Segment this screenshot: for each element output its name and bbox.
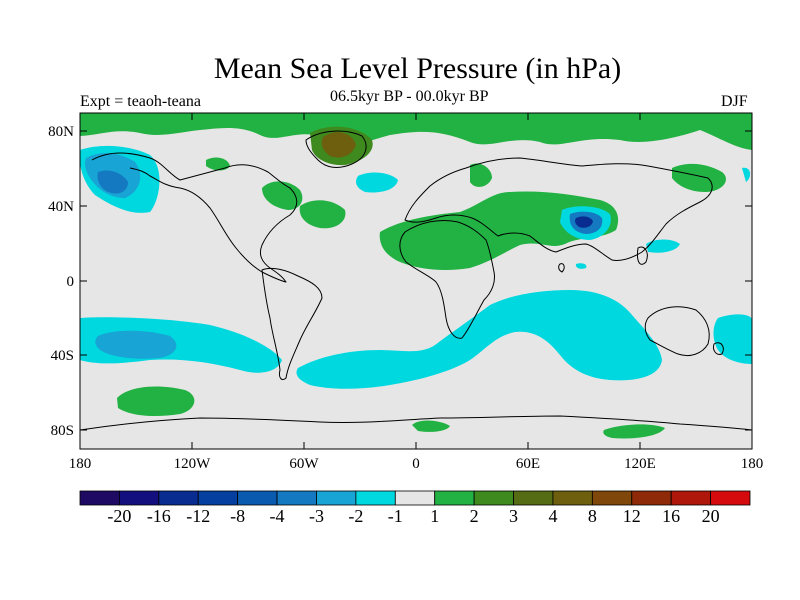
coastlines <box>80 130 752 431</box>
lat-label: 0 <box>67 274 75 290</box>
colorbar-label: 2 <box>469 506 479 526</box>
colorbar-label: -8 <box>230 506 246 526</box>
period-label: 06.5kyr BP - 00.0kyr BP <box>330 88 489 105</box>
map-background <box>80 113 752 449</box>
colorbar-label: 3 <box>509 506 519 526</box>
colorbar-swatch <box>513 490 554 506</box>
colorbar-swatch <box>237 490 278 506</box>
colorbar-label: 4 <box>548 506 558 526</box>
lon-label: 120W <box>174 456 212 472</box>
colorbar-label: -16 <box>146 506 171 526</box>
colorbar-swatch <box>158 490 199 506</box>
colorbar-label: -2 <box>348 506 364 526</box>
colorbar-swatch <box>197 490 239 506</box>
positive-anomaly-regions <box>80 113 752 439</box>
colorbar-swatch <box>670 490 711 506</box>
map-title: Mean Sea Level Pressure (in hPa) <box>213 52 622 85</box>
colorbar-label: -12 <box>186 506 211 526</box>
colorbar-label: -4 <box>269 506 285 526</box>
colorbar-swatch <box>591 490 633 506</box>
lon-label: 60W <box>289 456 319 472</box>
season-label: DJF <box>721 93 748 110</box>
colorbar-swatch <box>119 490 160 506</box>
lon-label: 120E <box>624 456 656 472</box>
colorbar-swatch <box>631 490 672 506</box>
lat-label: 40S <box>51 348 74 364</box>
colorbar-swatch <box>552 490 593 506</box>
lon-label: 0 <box>412 456 420 472</box>
lat-label: 80N <box>48 124 74 140</box>
colorbar-swatch <box>316 490 357 506</box>
colorbar-swatch <box>79 490 120 506</box>
colorbar-swatch <box>710 490 751 506</box>
colorbar-label: -1 <box>387 506 403 526</box>
negative-anomaly-regions <box>80 145 752 389</box>
colorbar <box>79 490 751 506</box>
colorbar-label: 8 <box>587 506 597 526</box>
lat-label: 80S <box>51 423 74 439</box>
colorbar-swatch <box>434 490 475 506</box>
colorbar-label: 20 <box>701 506 720 526</box>
colorbar-swatch <box>276 490 317 506</box>
experiment-label: Expt = teaoh-teana <box>80 93 201 110</box>
longitude-ticks <box>79 113 753 449</box>
colorbar-swatch <box>394 490 436 506</box>
lon-label: 60E <box>516 456 540 472</box>
colorbar-swatch <box>355 490 396 506</box>
colorbar-label: 16 <box>662 506 681 526</box>
latitude-ticks <box>80 130 752 431</box>
colorbar-label: -3 <box>308 506 324 526</box>
lon-label: 180 <box>69 456 92 472</box>
lon-label: 180 <box>741 456 764 472</box>
colorbar-label: 12 <box>622 506 641 526</box>
lat-label: 40N <box>48 199 74 215</box>
colorbar-label: 1 <box>430 506 440 526</box>
colorbar-swatch <box>473 490 514 506</box>
colorbar-label: -20 <box>107 506 132 526</box>
